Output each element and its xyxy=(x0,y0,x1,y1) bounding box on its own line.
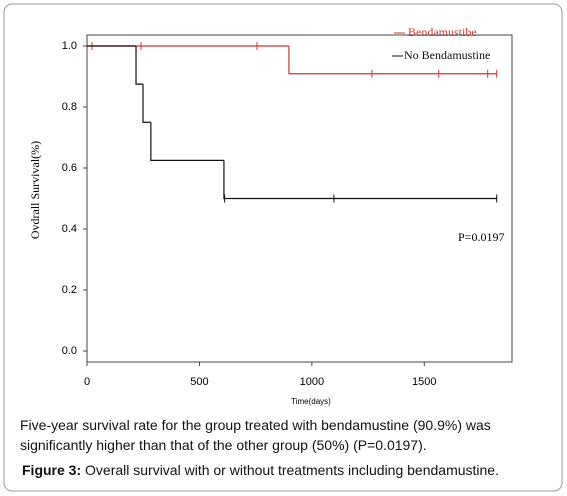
p-value: P=0.0197 xyxy=(458,230,504,244)
y-axis-label: Ovdrall Survival(%) xyxy=(28,141,42,239)
figure-text: Overall survival with or without treatme… xyxy=(85,462,499,478)
legend-label: Bendamustibe xyxy=(408,25,477,39)
y-tick-label: 0.6 xyxy=(62,162,77,174)
survival-step xyxy=(142,84,151,123)
caption: Five-year survival rate for the group tr… xyxy=(20,417,491,453)
survival-step xyxy=(150,122,224,161)
x-axis-label: Time(days) xyxy=(291,397,331,406)
x-tick-label: 500 xyxy=(190,376,208,388)
y-tick-label: 0.4 xyxy=(62,223,77,235)
survival-step xyxy=(223,160,497,200)
y-tick-label: 0.8 xyxy=(62,101,77,113)
figure-caption: Figure 3: Overall survival with or witho… xyxy=(22,462,552,478)
y-tick-label: 0.0 xyxy=(62,345,77,357)
x-tick-label: 1000 xyxy=(300,376,324,388)
y-tick-label: 1.0 xyxy=(62,40,77,52)
figure-label: Figure 3: xyxy=(22,462,82,478)
plot-frame xyxy=(86,34,513,363)
x-tick-label: 1500 xyxy=(412,376,436,388)
survival-step xyxy=(288,45,497,75)
legend-label: No Bendamustine xyxy=(404,48,490,62)
figure-border xyxy=(3,3,563,492)
x-tick-label: 0 xyxy=(84,376,90,388)
y-tick-label: 0.2 xyxy=(62,284,77,296)
survival-step xyxy=(135,45,143,85)
